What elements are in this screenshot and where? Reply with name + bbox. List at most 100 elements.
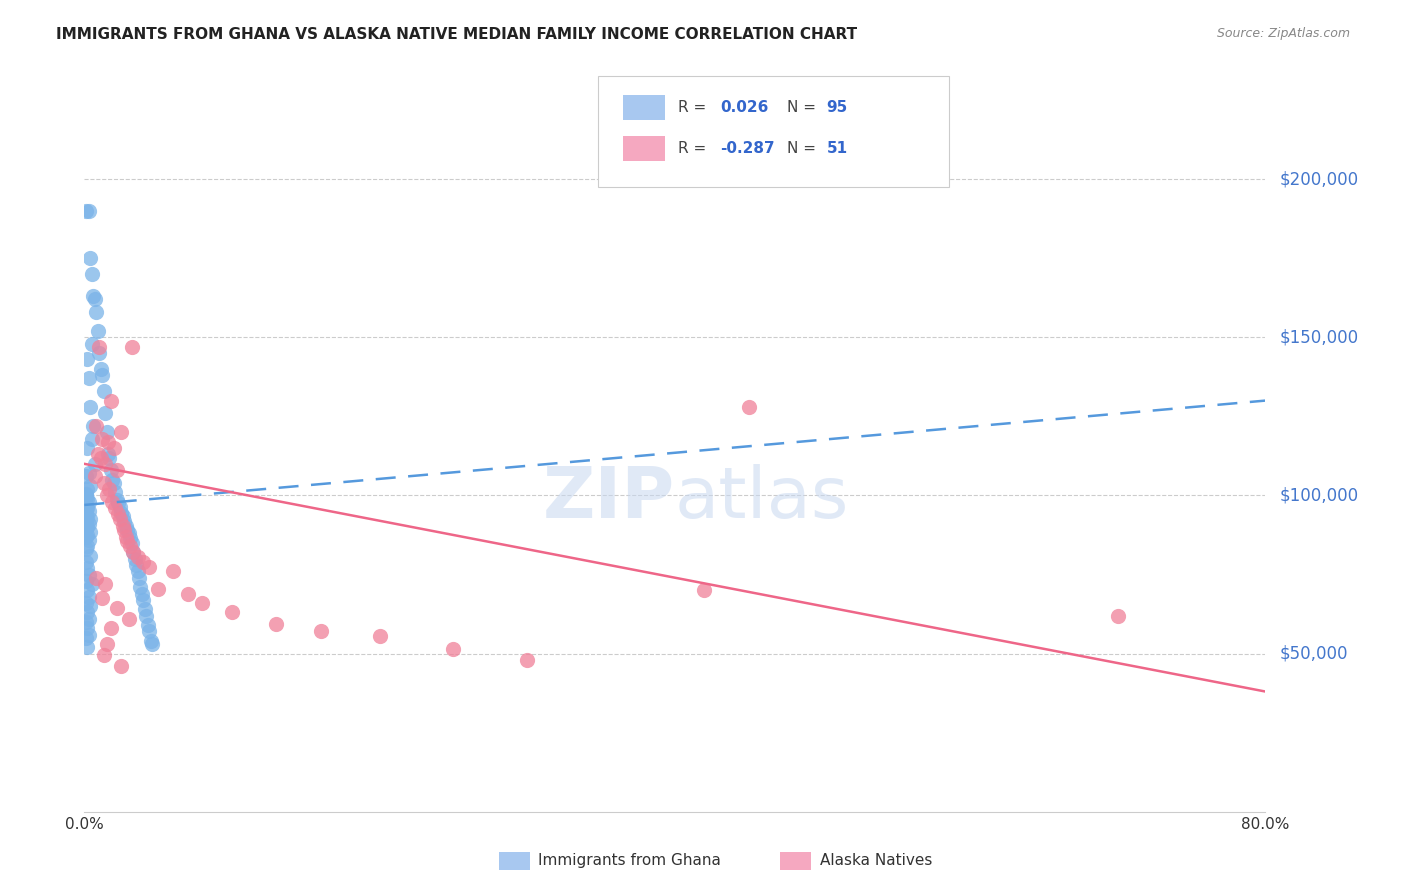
Point xyxy=(91,591,114,606)
Point xyxy=(128,571,150,585)
Point xyxy=(96,425,118,440)
Point xyxy=(76,441,98,455)
Text: IMMIGRANTS FROM GHANA VS ALASKA NATIVE MEDIAN FAMILY INCOME CORRELATION CHART: IMMIGRANTS FROM GHANA VS ALASKA NATIVE M… xyxy=(56,27,858,42)
Point xyxy=(103,475,125,490)
Point xyxy=(76,491,98,506)
Point xyxy=(87,340,111,354)
Point xyxy=(104,501,127,516)
Point xyxy=(77,590,100,604)
Point xyxy=(110,506,132,520)
Point xyxy=(79,599,101,614)
Text: $200,000: $200,000 xyxy=(1279,170,1358,188)
Point xyxy=(79,252,101,266)
Point xyxy=(111,508,134,523)
Point xyxy=(79,524,101,539)
Point xyxy=(97,447,120,461)
Point xyxy=(82,418,104,433)
Point xyxy=(93,475,115,490)
Point xyxy=(139,634,162,648)
Text: R =: R = xyxy=(678,100,711,114)
Point xyxy=(138,559,160,574)
Point xyxy=(80,577,103,591)
Text: $100,000: $100,000 xyxy=(1279,486,1358,505)
Point xyxy=(105,493,128,508)
Point xyxy=(264,616,288,631)
Point xyxy=(77,612,100,626)
Point xyxy=(84,571,107,585)
Point xyxy=(97,434,120,449)
Point xyxy=(77,627,100,641)
Point xyxy=(738,400,761,414)
Point xyxy=(75,490,97,504)
Text: atlas: atlas xyxy=(675,464,849,533)
Point xyxy=(118,612,141,626)
Point xyxy=(115,534,138,549)
Point xyxy=(80,267,103,281)
Point xyxy=(76,520,98,534)
Point xyxy=(98,482,121,496)
Point xyxy=(132,592,155,607)
Point xyxy=(75,631,97,645)
Point xyxy=(91,368,114,383)
Point xyxy=(191,596,214,610)
Point xyxy=(77,203,100,218)
Point xyxy=(127,565,149,579)
Point xyxy=(141,637,163,651)
Point xyxy=(120,531,142,545)
Point xyxy=(77,567,100,582)
Point xyxy=(83,457,105,471)
Point xyxy=(79,549,101,563)
Point xyxy=(75,574,97,588)
Point xyxy=(79,400,101,414)
Point xyxy=(368,629,391,643)
Point xyxy=(115,523,138,537)
Point xyxy=(101,495,124,509)
Point xyxy=(79,512,101,526)
Point xyxy=(75,555,97,569)
Point xyxy=(101,473,124,487)
Point xyxy=(75,542,97,557)
Point xyxy=(75,508,97,522)
Point xyxy=(118,526,141,541)
Point xyxy=(114,530,136,544)
Point xyxy=(114,518,136,533)
Point xyxy=(75,522,97,536)
Point xyxy=(84,305,107,319)
Point xyxy=(96,488,118,502)
Point xyxy=(104,485,127,500)
Point xyxy=(134,602,156,616)
Point xyxy=(131,586,153,600)
Text: 51: 51 xyxy=(827,142,848,156)
Point xyxy=(105,600,128,615)
Point xyxy=(90,362,112,376)
Point xyxy=(90,450,112,465)
Point xyxy=(75,615,97,629)
Point xyxy=(75,596,97,610)
Point xyxy=(82,289,104,303)
Text: N =: N = xyxy=(787,142,821,156)
Point xyxy=(121,536,143,550)
Point xyxy=(221,606,243,620)
Point xyxy=(76,482,98,496)
Point xyxy=(77,516,100,531)
Text: $150,000: $150,000 xyxy=(1279,328,1358,346)
Point xyxy=(1107,608,1129,623)
Point xyxy=(75,203,97,218)
Point xyxy=(108,500,131,514)
Point xyxy=(100,393,122,408)
Point xyxy=(148,582,170,596)
Point xyxy=(129,580,152,594)
Point xyxy=(84,418,107,433)
Text: N =: N = xyxy=(787,100,821,114)
Point xyxy=(80,432,103,446)
Point xyxy=(86,324,108,338)
Point xyxy=(105,463,128,477)
Point xyxy=(693,583,716,598)
Text: 0.026: 0.026 xyxy=(720,100,768,114)
Point xyxy=(107,508,129,522)
Point xyxy=(76,583,98,598)
Text: Source: ZipAtlas.com: Source: ZipAtlas.com xyxy=(1216,27,1350,40)
Point xyxy=(103,441,125,455)
Text: -0.287: -0.287 xyxy=(720,142,775,156)
Point xyxy=(93,648,115,662)
